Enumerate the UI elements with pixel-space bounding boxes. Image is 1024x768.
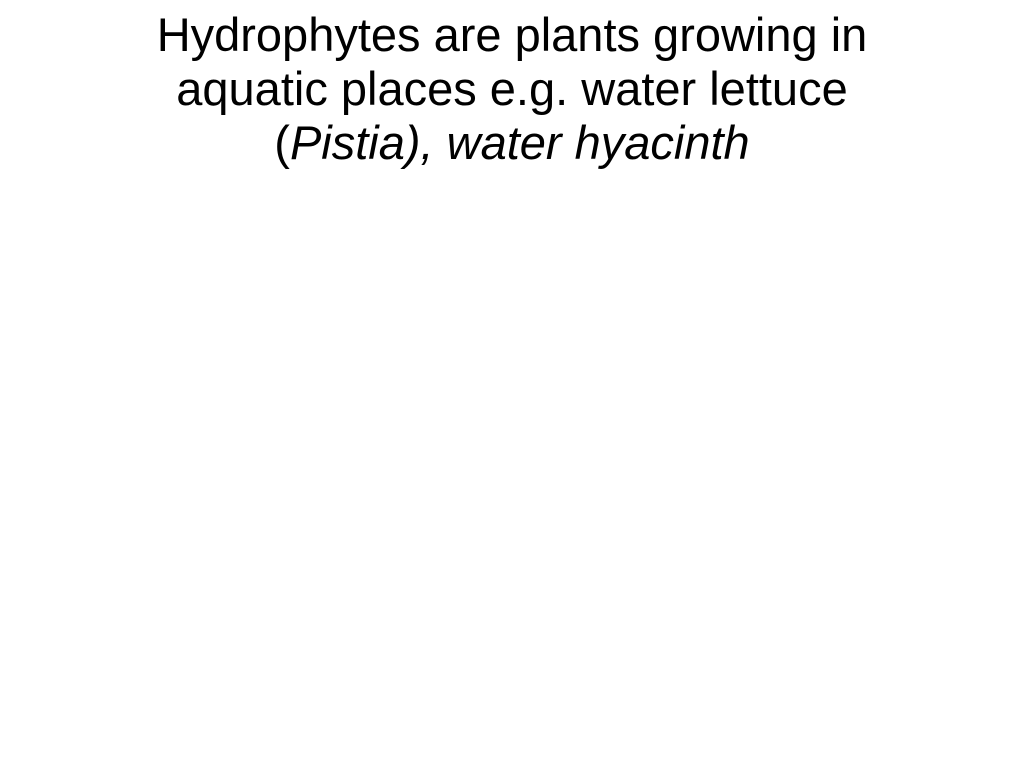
slide-canvas: Hydrophytes are plants growing in aquati…: [0, 0, 1024, 768]
title-line-3: (Pistia), water hyacinth: [40, 116, 984, 170]
title-line-2: aquatic places e.g. water lettuce: [40, 62, 984, 116]
title-text-block: Hydrophytes are plants growing in aquati…: [0, 8, 1024, 170]
title-line-3-paren: (: [274, 116, 290, 169]
title-line-1: Hydrophytes are plants growing in: [40, 8, 984, 62]
title-line-3-italic: Pistia), water hyacinth: [290, 116, 750, 169]
